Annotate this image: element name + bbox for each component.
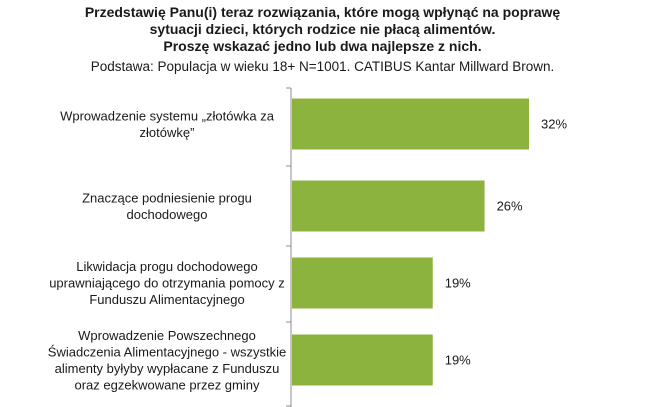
title-line-3: Proszę wskazać jedno lub dwa najlepsze z… [163,38,482,54]
category-label: złotówkę” [140,125,195,140]
data-label: 19% [445,353,471,368]
bar [292,180,485,232]
bar [292,98,529,150]
data-label: 32% [541,117,567,132]
data-label: 26% [497,199,523,214]
data-label: 19% [445,276,471,291]
category-label: uprawniającego do otrzymania pomocy z [49,276,285,291]
category-label: Likwidacja progu dochodowego [76,259,257,274]
category-label: Wprowadzenie systemu „złotówka za [60,108,275,123]
category-label: Funduszu Alimentacyjnego [89,292,244,307]
category-label: Świadczenia Alimentacyjnego - wszystkie [48,344,286,359]
category-label: Wprowadzenie Powszechnego [78,328,256,343]
chart-subtitle: Podstawa: Populacja w wieku 18+ N=1001. … [90,59,555,74]
category-label: oraz egzekwowane przez gminy [75,377,260,392]
category-label: alimenty byłyby wypłacane z Funduszu [55,361,280,376]
bar [292,334,433,386]
title-line-1: Przedstawię Panu(i) teraz rozwiązania, k… [84,4,561,20]
chart-title: Przedstawię Panu(i) teraz rozwiązania, k… [0,4,645,55]
category-label: dochodowego [127,207,208,222]
bar [292,257,433,309]
title-line-2: sytuacji dzieci, których rodzice nie pła… [149,21,496,37]
category-label: Znaczące podniesienie progu [82,190,252,205]
